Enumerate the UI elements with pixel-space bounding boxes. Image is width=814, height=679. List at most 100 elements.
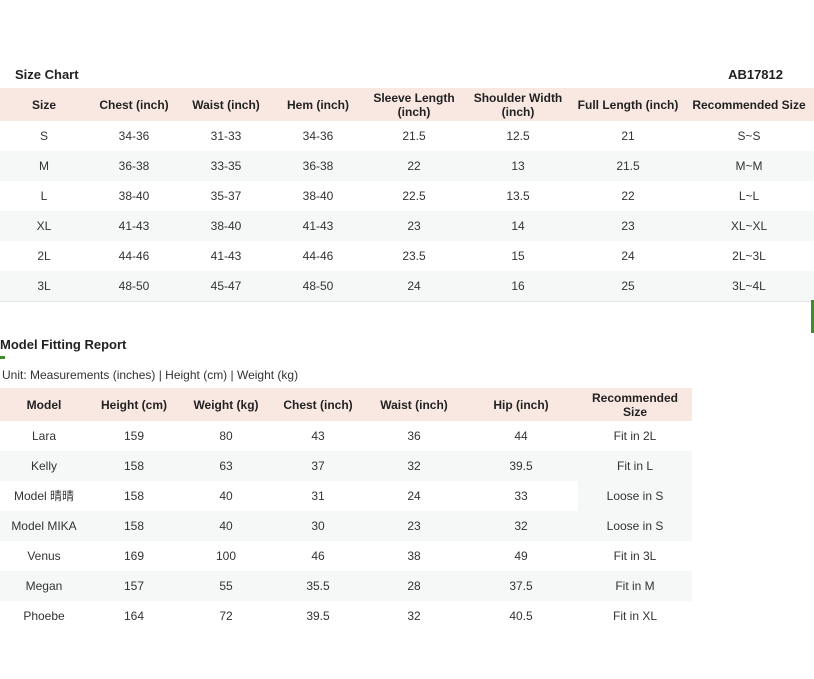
unit-note: Unit: Measurements (inches) | Height (cm… bbox=[2, 368, 299, 382]
table-cell: 30 bbox=[311, 519, 325, 533]
size-chart-table-body: S 34-36 31-33 34-36 21.5 12.5 21 S~S M 36-38 33-35… bbox=[0, 121, 814, 301]
column-header: Recommended Size bbox=[684, 88, 814, 121]
page-title: Size Chart bbox=[15, 67, 79, 82]
table-cell: L~L bbox=[738, 189, 760, 203]
column-header: Hem (inch) bbox=[272, 88, 364, 121]
table-cell: 39.5 bbox=[509, 459, 533, 473]
table-cell: S bbox=[39, 129, 48, 143]
table-row: L 38-40 35-37 38-40 22.5 13.5 22 L~L bbox=[0, 181, 814, 211]
table-row: Venus 169 100 46 38 49 Fit in 3L bbox=[0, 541, 692, 571]
column-header: Chest (inch) bbox=[272, 388, 364, 421]
table-cell: 21.5 bbox=[616, 159, 640, 173]
model-fitting-table: Model Height (cm) Weight (kg) Chest (inch) W… bbox=[0, 388, 692, 631]
table-cell: Loose in S bbox=[606, 519, 664, 533]
table-cell: 23 bbox=[407, 519, 421, 533]
table-cell: 32 bbox=[514, 519, 528, 533]
table-cell: 24 bbox=[621, 249, 635, 263]
table-cell: Venus bbox=[27, 549, 61, 563]
table-cell: 44 bbox=[514, 429, 528, 443]
column-header: Full Length (inch) bbox=[572, 88, 684, 121]
table-cell: 157 bbox=[123, 579, 145, 593]
table-cell: 41-43 bbox=[118, 219, 150, 233]
product-code: AB17812 bbox=[728, 67, 783, 82]
table-cell: Megan bbox=[25, 579, 63, 593]
table-row: Lara 159 80 43 36 44 Fit in 2L bbox=[0, 421, 692, 451]
table-cell: 37.5 bbox=[509, 579, 533, 593]
green-mark bbox=[0, 356, 5, 359]
table-cell: Model MIKA bbox=[11, 519, 77, 533]
table-cell: 158 bbox=[123, 459, 145, 473]
table-cell: 31 bbox=[311, 489, 325, 503]
table-cell: M bbox=[39, 159, 49, 173]
table-cell: 15 bbox=[511, 249, 525, 263]
table-cell: 24 bbox=[407, 489, 421, 503]
table-cell: 22.5 bbox=[402, 189, 426, 203]
table-cell: 100 bbox=[215, 549, 237, 563]
table-cell: 24 bbox=[407, 278, 421, 293]
table-cell: 22 bbox=[621, 189, 635, 203]
table-cell: 3L bbox=[37, 278, 51, 293]
table-row: Model 晴晴 158 40 31 24 33 Loose in S bbox=[0, 481, 692, 511]
table-cell: Fit in XL bbox=[612, 609, 657, 623]
table-row: XL 41-43 38-40 41-43 23 14 23 XL~XL bbox=[0, 211, 814, 241]
table-cell: 13.5 bbox=[506, 189, 530, 203]
column-header: Sleeve Length (inch) bbox=[364, 88, 464, 121]
table-cell: XL~XL bbox=[730, 219, 768, 233]
table-cell: 63 bbox=[219, 459, 233, 473]
table-cell: 43 bbox=[311, 429, 325, 443]
model-fitting-table-header: Model Height (cm) Weight (kg) Chest (inch) W… bbox=[0, 388, 692, 421]
table-cell: 33 bbox=[514, 489, 528, 503]
table-cell: 159 bbox=[123, 429, 145, 443]
scrollbar-thumb[interactable] bbox=[811, 300, 814, 333]
table-cell: Loose in S bbox=[578, 481, 692, 511]
table-row: Phoebe 164 72 39.5 32 40.5 Fit in XL bbox=[0, 601, 692, 631]
table-row: M 36-38 33-35 36-38 22 13 21.5 M~M bbox=[0, 151, 814, 181]
model-fitting-title: Model Fitting Report bbox=[0, 337, 127, 352]
table-cell: 40 bbox=[219, 519, 233, 533]
table-cell: Phoebe bbox=[23, 609, 65, 623]
table-cell: Fit in 3L bbox=[613, 549, 657, 563]
table-cell: 35.5 bbox=[306, 579, 330, 593]
column-header: Model bbox=[0, 388, 88, 421]
table-cell: 40 bbox=[219, 489, 233, 503]
table-cell: 39.5 bbox=[306, 609, 330, 623]
table-row: Kelly 158 63 37 32 39.5 Fit in L bbox=[0, 451, 692, 481]
table-cell: 14 bbox=[511, 219, 525, 233]
table-cell: 22 bbox=[407, 159, 421, 173]
table-cell: 45-47 bbox=[210, 278, 242, 293]
table-cell: 34-36 bbox=[118, 129, 150, 143]
table-cell: Fit in 2L bbox=[613, 429, 657, 443]
column-header: Waist (inch) bbox=[364, 388, 464, 421]
table-cell: 36-38 bbox=[302, 159, 334, 173]
column-header: Height (cm) bbox=[88, 388, 180, 421]
table-cell: 36-38 bbox=[118, 159, 150, 173]
table-cell: L bbox=[40, 189, 48, 203]
column-header: Weight (kg) bbox=[180, 388, 272, 421]
table-cell: 38 bbox=[407, 549, 421, 563]
table-cell: 23 bbox=[621, 219, 635, 233]
column-header: Recommended Size bbox=[578, 388, 692, 421]
table-cell: 41-43 bbox=[210, 249, 242, 263]
table-cell: Fit in L bbox=[616, 459, 653, 473]
size-chart-table-header: Size Chest (inch) Waist (inch) Hem (inch) Sl… bbox=[0, 88, 814, 121]
table-cell: 158 bbox=[123, 489, 145, 503]
table-cell: 37 bbox=[311, 459, 325, 473]
column-header: Size bbox=[0, 88, 88, 121]
table-cell: 38-40 bbox=[302, 189, 334, 203]
table-cell: 49 bbox=[514, 549, 528, 563]
table-cell: 80 bbox=[219, 429, 233, 443]
table-cell: 36 bbox=[407, 429, 421, 443]
table-cell: 55 bbox=[219, 579, 233, 593]
table-cell: 23.5 bbox=[402, 249, 426, 263]
table-cell: XL bbox=[36, 219, 52, 233]
column-header: Hip (inch) bbox=[464, 388, 578, 421]
table-cell: Kelly bbox=[30, 459, 57, 473]
table-cell: 48-50 bbox=[118, 278, 150, 293]
table-row: 3L 48-50 45-47 48-50 24 16 25 3L~4L bbox=[0, 271, 814, 301]
table-cell: 21.5 bbox=[402, 129, 426, 143]
table-cell: 158 bbox=[123, 519, 145, 533]
table-cell: 21 bbox=[621, 129, 635, 143]
table-row: S 34-36 31-33 34-36 21.5 12.5 21 S~S bbox=[0, 121, 814, 151]
table-cell: 72 bbox=[219, 609, 233, 623]
